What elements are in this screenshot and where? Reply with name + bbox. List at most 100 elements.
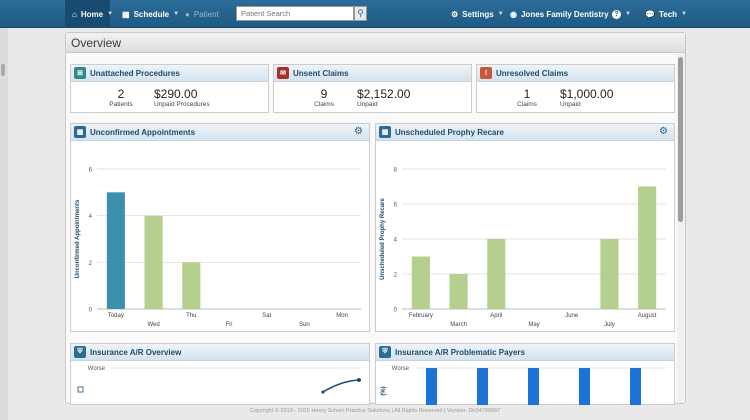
claim-icon: ✉ [277,67,289,79]
x-tick-label: February [409,313,433,319]
stat-label: Unpaid Procedures [154,101,210,108]
y-tick-label: 2 [89,261,93,267]
help-icon: ? [612,9,621,19]
data-point [321,390,325,394]
calendar-check-icon: ▦ [74,126,86,138]
data-point [357,378,361,382]
card-header: ! Unresolved Claims [477,65,674,82]
problematic-payers-chart: Worse (%) [381,366,666,405]
x-tick-label: March [450,322,467,328]
y-axis-title: (%) [381,386,387,395]
y-tick-label: 2 [394,273,398,279]
overview-header: Overview [66,33,685,53]
stat-value: $1,000.00 [560,87,614,101]
stat-unpaid-procedures: $290.00 Unpaid Procedures [154,87,264,108]
y-tick-label: 6 [89,168,93,174]
nav-home[interactable]: ⌂ Home ▼ [65,0,114,28]
ar-trend-line [322,379,360,393]
card-title: Unscheduled Prophy Recare [395,128,504,137]
nav-practice[interactable]: ◉ Jones Family Dentistry ▼ [510,0,619,28]
y-tick-label: Worse [392,366,410,372]
nav-settings[interactable]: ⚙ Settings ▼ [451,0,504,28]
claim-alert-icon: ! [480,67,492,79]
stat-unpaid: $1,000.00 Unpaid [560,87,670,108]
chat-icon: 💬 [645,9,655,19]
patient-search-input[interactable] [236,6,354,21]
stat-claims: 1 Claims [507,87,547,108]
y-tick-label: 8 [394,168,398,174]
y-tick-label: 6 [394,203,398,209]
location-icon: ◉ [510,9,517,19]
card-title: Unresolved Claims [496,69,569,78]
chart-settings-icon[interactable]: ⚙ [659,126,668,137]
card-unattached-procedures[interactable]: ⊞ Unattached Procedures 2 Patients $290.… [70,64,269,113]
nav-patient[interactable]: ● Patient [185,0,219,28]
stat-label: Patients [109,101,133,108]
stat-claims: 9 Claims [304,87,344,108]
nav-schedule-label: Schedule [133,9,170,19]
y-axis-title: Unconfirmed Appointments [75,199,81,278]
card-header: ⊞ Unattached Procedures [71,65,268,82]
chevron-down-icon: ▼ [173,11,180,17]
nav-home-label: Home [80,9,104,19]
user-icon: ● [185,9,190,19]
card-unsent-claims[interactable]: ✉ Unsent Claims 9 Claims $2,152.00 Unpai… [273,64,472,113]
search-button[interactable]: ⚲ [354,6,367,21]
calendar-icon: ▦ [379,126,391,138]
x-tick-label: Thu [186,313,196,319]
x-tick-label: Mon [336,313,348,319]
overview-scrollbar[interactable] [677,53,685,403]
x-tick-label: Wed [147,322,159,328]
insurance-ar-overview-chart: Worse [77,366,361,394]
card-unresolved-claims[interactable]: ! Unresolved Claims 1 Claims $1,000.00 U… [476,64,675,113]
x-tick-label: April [490,313,502,319]
y-tick-label: 0 [89,308,93,314]
x-tick-label: August [638,313,657,319]
card-header: ▦ Unconfirmed Appointments ⚙ [71,124,369,141]
bar [106,192,125,309]
card-unscheduled-prophy-recare: ▦ Unscheduled Prophy Recare ⚙ 0 2 4 6 8 Febru… [375,123,675,332]
stat-unpaid: $2,152.00 Unpaid [357,87,467,108]
stat-label: Unpaid [357,101,378,108]
stat-patients: 2 Patients [101,87,141,108]
stat-label: Claims [314,101,334,108]
footer-copyright: Copyright © 2013 - 2015 Henry Schein Pra… [249,408,501,414]
card-title: Unconfirmed Appointments [90,128,196,137]
x-tick-label: Sun [299,322,310,328]
nav-user[interactable]: 💬 Tech ▼ [645,0,687,28]
nav-help[interactable]: ? ▼ [612,0,631,28]
bar [579,368,590,405]
card-title: Unattached Procedures [90,69,180,78]
legend-checkbox-icon [77,386,84,393]
bar [528,368,539,405]
card-title: Insurance A/R Problematic Payers [395,348,525,357]
bar [426,368,437,405]
card-header: ✉ Unsent Claims [274,65,471,82]
search-icon: ⚲ [357,8,364,18]
scrollbar-thumb[interactable] [678,57,683,222]
bar [411,256,430,309]
bar [144,215,163,309]
shield-icon: ⛨ [74,346,86,358]
chart-settings-icon[interactable]: ⚙ [354,126,363,137]
nav-schedule[interactable]: ▦ Schedule ▼ [122,0,179,28]
x-tick-label: June [565,313,579,319]
nav-practice-label: Jones Family Dentistry [520,9,609,19]
chevron-down-icon: ▼ [497,11,504,17]
chevron-down-icon: ▼ [625,11,631,17]
card-header: ⛨ Insurance A/R Problematic Payers [376,344,674,361]
procedure-icon: ⊞ [74,67,86,79]
overview-panel: Overview ⊞ Unattached Procedures 2 Patie… [65,32,686,405]
card-header: ▦ Unscheduled Prophy Recare ⚙ [376,124,674,141]
card-header: ⛨ Insurance A/R Overview [71,344,369,361]
card-title: Insurance A/R Overview [90,348,182,357]
stat-label: Claims [517,101,537,108]
side-drawer-edge [0,28,8,420]
y-axis-title: Unscheduled Prophy Recare [380,197,386,279]
x-tick-label: July [604,322,615,328]
chevron-down-icon: ▼ [107,11,114,17]
nav-patient-label: Patient [193,9,219,19]
drawer-handle[interactable] [1,64,5,76]
y-tick-label: 4 [394,238,398,244]
x-tick-label: Today [108,313,124,319]
